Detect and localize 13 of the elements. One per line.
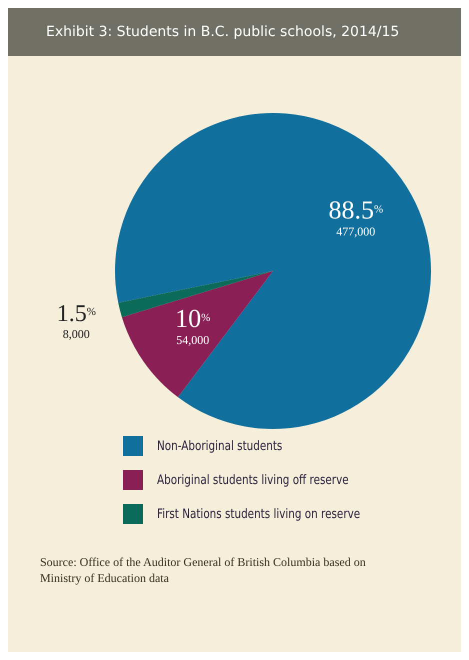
legend-label: First Nations students living on reserve [157,506,360,522]
pie-slice [122,271,273,398]
text: 477,000 [336,224,376,239]
legend-label: Aboriginal students living off reserve [157,472,349,488]
source-note: Source: Office of the Auditor General of British Columbia based on Ministry of Education data [40,554,367,586]
text: 54,000 [176,333,210,348]
text: 8,000 [62,327,90,342]
data-label: 1.5$^{%}$ [56,301,96,328]
legend-label: Non-Aboriginal students [157,438,282,454]
pie-slice [115,113,431,429]
chart-title: Exhibit 3: Students in B.C. public schools, 2014/15 [46,24,400,40]
data-label: 88.5$^{%}$ [328,196,384,225]
data-label: 10$^{%}$ [175,304,210,334]
